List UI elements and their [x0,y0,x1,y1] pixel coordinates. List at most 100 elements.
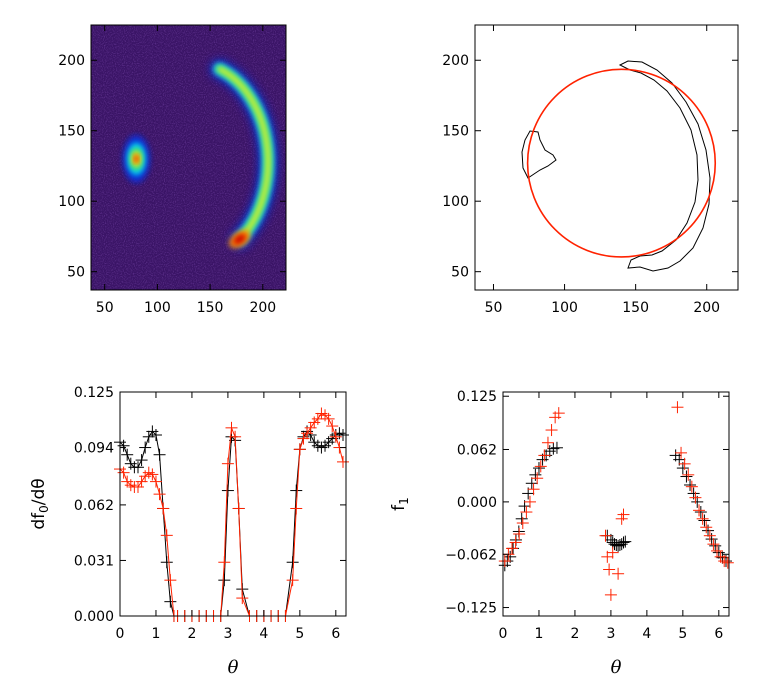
f1-point [498,555,511,568]
f1-point [680,470,693,483]
df0-xtick-label: 2 [187,626,196,642]
df0-ticks: 0 1 2 3 4 5 6 0.000 0.031 0.062 0.094 0.125 [74,385,346,642]
df0-point [337,455,350,468]
f1-point [604,588,617,601]
df0-point [146,468,159,481]
heatmap-xtick-label: 150 [197,300,224,316]
df0-point [286,574,299,587]
df0-point [135,475,148,488]
df0-point [232,502,245,515]
f1-xtick-label: 3 [606,626,615,642]
f1-xtick-label: 1 [535,626,544,642]
df0-xlabel: θ [228,657,239,678]
df0-point [164,595,177,608]
arc-peak-core [233,234,246,245]
contour-xtick-label: 100 [551,300,578,316]
df0-ytick-label: 0.094 [74,441,114,457]
df0-point [315,407,328,420]
f1-point [702,524,715,537]
f1-point [532,462,545,475]
df0-point [153,448,166,461]
f1-point [693,504,706,517]
df0-point [157,502,170,515]
df0-point [236,592,249,605]
df0-point [290,484,303,497]
f1-point [671,401,684,414]
df0-point [225,421,238,434]
f1-point [700,521,713,534]
f1-point [721,556,734,569]
df0-xtick-label: 1 [152,626,161,642]
df0-point [160,556,173,569]
f1-xtick-label: 4 [642,626,651,642]
contour-panel: 50 100 150 200 50 100 150 200 [442,24,739,316]
f1-point [696,512,709,525]
f1-point [682,468,695,481]
df0-point [117,466,130,479]
df0-point [337,429,350,442]
contour-ytick-label: 200 [442,53,469,69]
df0-ytick-label: 0.000 [74,609,114,625]
f1-point [711,544,724,557]
heatmap-xtick-label: 50 [96,300,114,316]
contour-ticks: 50 100 150 200 50 100 150 200 [442,25,738,316]
heatmap-noise [91,25,286,290]
contour-arc [618,60,711,272]
f1-point [606,546,619,559]
f1-point [513,528,526,541]
df0-ytick-label: 0.031 [74,553,114,569]
df0-point [297,432,310,445]
heatmap-xtick-label: 100 [144,300,171,316]
f1-point [509,536,522,549]
f1-point [516,517,529,530]
df0-xtick-label: 0 [116,626,125,642]
heatmap-ytick-label: 100 [58,194,85,210]
f1-point [615,538,628,551]
f1-ytick-label: −0.062 [445,547,497,563]
f1-panel: 0 1 2 3 4 5 6 0.125 0.062 0.000 −0.062 −0.125 f1 θ [389,389,734,678]
f1-point [541,436,554,449]
df0-point [333,427,346,440]
f1-point [534,460,547,473]
f1-point [599,529,612,542]
f1-point [523,495,536,508]
heatmap-features [122,60,278,249]
f1-point [675,446,688,459]
f1-ytick-label: 0.125 [457,389,497,405]
contour-ytick-label: 100 [442,194,469,210]
contour-xtick-label: 200 [693,300,720,316]
df0-point [218,556,231,569]
df0-point [326,420,339,433]
f1-xtick-label: 0 [499,626,508,642]
df0-series [114,407,350,622]
f1-point [527,483,540,496]
f1-point [698,514,711,527]
f1-ticks: 0 1 2 3 4 5 6 0.125 0.062 0.000 −0.062 −0.125 [445,389,729,642]
f1-point [689,491,702,504]
contour-spot [521,130,557,179]
f1-point [619,535,632,548]
f1-point [694,506,707,519]
arc-band [217,66,271,242]
f1-point [709,539,722,552]
contour-xtick-label: 50 [485,300,503,316]
f1-point [547,442,560,455]
f1-xtick-label: 6 [714,626,723,642]
f1-point [684,478,697,491]
df0-point [153,488,166,501]
f1-frame [502,391,730,617]
f1-point [703,529,716,542]
df0-point [131,480,144,493]
heatmap-ytick-label: 150 [58,124,85,140]
df0-xtick-label: 3 [223,626,232,642]
f1-point [531,472,544,485]
df0-point [221,484,234,497]
df0-frame [119,391,347,617]
f1-xtick-label: 5 [678,626,687,642]
heatmap-ytick-label: 50 [67,265,85,281]
heatmap-xtick-label: 200 [249,300,276,316]
df0-point [164,574,177,587]
df0-point [322,412,335,425]
f1-point [603,563,616,576]
